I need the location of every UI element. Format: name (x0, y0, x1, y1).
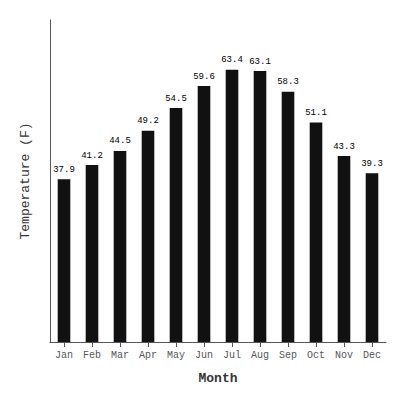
svg-text:58.3: 58.3 (277, 77, 299, 87)
svg-text:Nov: Nov (335, 350, 353, 361)
svg-text:37.9: 37.9 (53, 165, 75, 175)
svg-text:Feb: Feb (83, 350, 101, 361)
svg-text:43.3: 43.3 (333, 142, 355, 152)
svg-text:63.1: 63.1 (249, 57, 271, 67)
svg-text:44.5: 44.5 (109, 136, 131, 146)
svg-text:Month: Month (198, 371, 237, 386)
svg-text:39.3: 39.3 (361, 159, 383, 169)
svg-text:Dec: Dec (363, 350, 381, 361)
svg-text:59.6: 59.6 (193, 72, 215, 82)
svg-text:63.4: 63.4 (221, 55, 243, 65)
svg-text:Sep: Sep (279, 350, 297, 361)
svg-text:Apr: Apr (139, 350, 157, 361)
svg-text:Temperature (F): Temperature (F) (18, 122, 33, 239)
svg-text:Jul: Jul (223, 350, 241, 361)
svg-text:54.5: 54.5 (165, 94, 187, 104)
svg-text:Jun: Jun (195, 350, 213, 361)
svg-text:Mar: Mar (111, 350, 129, 361)
svg-text:41.2: 41.2 (81, 151, 103, 161)
svg-text:49.2: 49.2 (137, 116, 159, 126)
svg-text:Aug: Aug (251, 350, 269, 361)
svg-text:51.1: 51.1 (305, 108, 327, 118)
svg-text:May: May (167, 350, 185, 361)
svg-text:Oct: Oct (307, 350, 325, 361)
svg-text:Jan: Jan (55, 350, 73, 361)
